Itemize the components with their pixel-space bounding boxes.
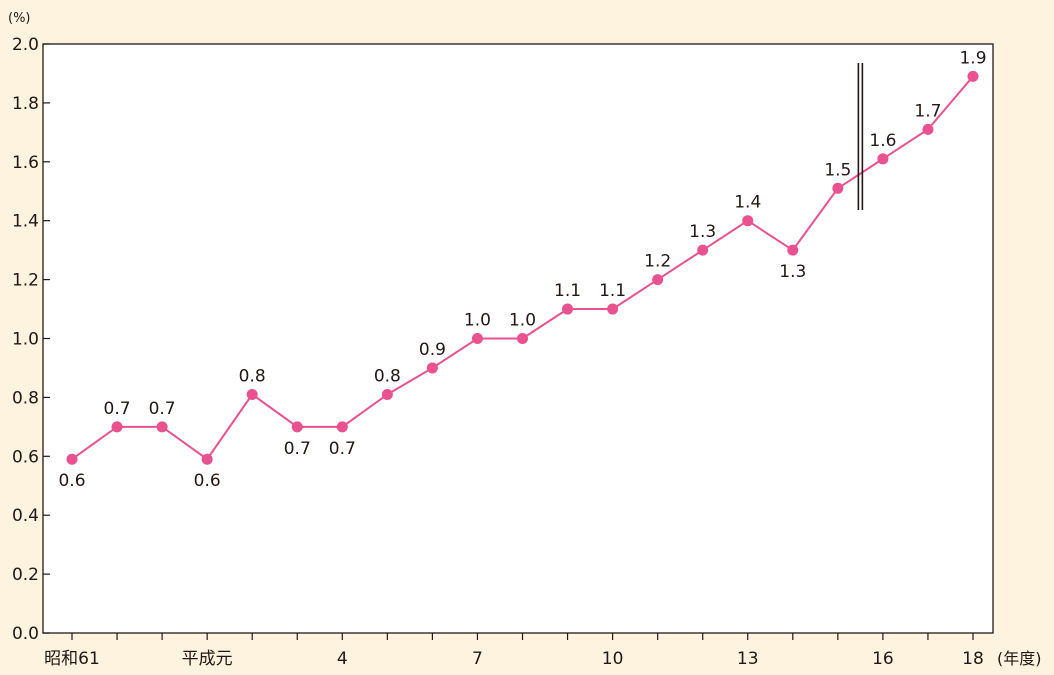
data-point bbox=[201, 453, 213, 465]
y-tick-label: 0.4 bbox=[12, 506, 39, 526]
data-label: 1.6 bbox=[869, 131, 896, 151]
data-label: 1.2 bbox=[644, 252, 671, 272]
data-label: 0.6 bbox=[194, 471, 221, 491]
data-point bbox=[426, 362, 438, 374]
y-tick-label: 0.2 bbox=[12, 565, 39, 585]
data-label: 1.9 bbox=[959, 48, 986, 68]
y-tick-label: 1.0 bbox=[12, 330, 39, 350]
data-point bbox=[607, 303, 619, 315]
y-tick-label: 0.8 bbox=[12, 388, 39, 408]
data-label: 1.1 bbox=[599, 281, 626, 301]
data-label: 0.8 bbox=[239, 366, 266, 386]
y-tick-label: 2.0 bbox=[12, 35, 39, 55]
data-label: 1.4 bbox=[734, 193, 761, 213]
data-point bbox=[291, 421, 303, 433]
x-tick-label: 7 bbox=[472, 649, 483, 669]
data-point bbox=[877, 153, 889, 165]
data-label: 0.7 bbox=[284, 439, 311, 459]
data-label: 0.7 bbox=[329, 439, 356, 459]
data-label: 1.3 bbox=[779, 262, 806, 282]
data-label: 0.8 bbox=[374, 366, 401, 386]
data-point bbox=[471, 333, 483, 344]
x-tick-label: 18 bbox=[962, 649, 984, 669]
data-point bbox=[111, 421, 123, 433]
data-label: 0.6 bbox=[58, 471, 85, 491]
y-tick-label: 0.0 bbox=[12, 624, 39, 644]
x-tick-label: 4 bbox=[337, 649, 348, 669]
data-point bbox=[922, 123, 934, 135]
data-point bbox=[66, 453, 78, 465]
data-label: 1.1 bbox=[554, 281, 581, 301]
data-point bbox=[967, 70, 979, 82]
data-point bbox=[832, 182, 844, 194]
y-axis-unit: (%) bbox=[8, 11, 31, 26]
data-label: 1.0 bbox=[509, 311, 536, 331]
y-tick-label: 1.4 bbox=[12, 212, 39, 232]
data-point bbox=[246, 388, 258, 400]
y-tick-label: 0.6 bbox=[12, 447, 39, 467]
data-point bbox=[697, 244, 709, 256]
y-tick-label: 1.6 bbox=[12, 153, 39, 173]
data-label: 0.7 bbox=[104, 399, 131, 419]
x-tick-label: 昭和61 bbox=[44, 649, 100, 669]
data-label: 1.5 bbox=[824, 160, 851, 180]
data-point bbox=[652, 274, 664, 286]
y-tick-label: 1.2 bbox=[12, 271, 39, 291]
data-point bbox=[156, 421, 168, 433]
x-axis-unit: (年度) bbox=[997, 649, 1042, 668]
data-label: 0.7 bbox=[149, 399, 176, 419]
data-point bbox=[336, 421, 348, 433]
data-point bbox=[787, 244, 799, 256]
data-point bbox=[742, 215, 754, 227]
data-label: 1.3 bbox=[689, 222, 716, 242]
data-label: 0.9 bbox=[419, 340, 446, 360]
data-point bbox=[562, 303, 574, 315]
x-tick-label: 平成元 bbox=[182, 649, 233, 669]
data-point bbox=[381, 388, 393, 400]
data-label: 1.7 bbox=[914, 101, 941, 121]
x-tick-label: 16 bbox=[872, 649, 894, 669]
data-label: 1.0 bbox=[464, 311, 491, 331]
data-point bbox=[517, 333, 528, 344]
y-tick-label: 1.8 bbox=[12, 94, 39, 114]
x-tick-label: 10 bbox=[602, 649, 624, 669]
x-tick-label: 13 bbox=[737, 649, 759, 669]
